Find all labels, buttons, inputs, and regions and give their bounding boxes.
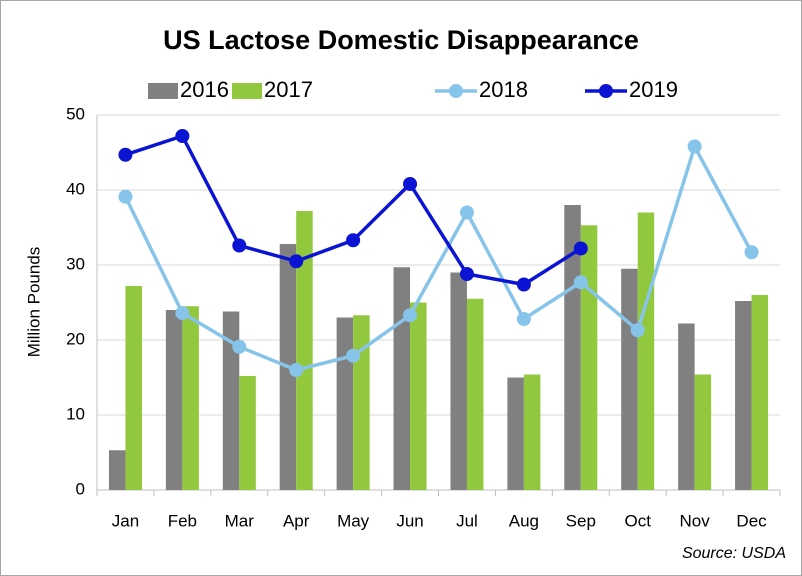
bar	[564, 205, 581, 490]
legend-label: 2018	[479, 77, 528, 102]
x-tick-label: Mar	[225, 511, 255, 530]
y-tick-label: 10	[66, 404, 85, 423]
marker	[516, 277, 531, 292]
x-tick-label: Jun	[396, 511, 423, 530]
legend-label: 2016	[180, 77, 229, 102]
bar	[735, 301, 752, 490]
marker	[630, 323, 645, 338]
bar	[182, 306, 199, 490]
legend-label: 2019	[629, 77, 678, 102]
marker	[687, 139, 702, 154]
bar	[523, 374, 541, 490]
bar	[296, 211, 313, 490]
x-tick-label: Oct	[624, 511, 651, 530]
marker	[346, 348, 361, 363]
marker	[175, 129, 190, 143]
source: Source: USDA	[682, 545, 786, 562]
bar	[222, 311, 240, 490]
marker	[403, 308, 418, 323]
legend-swatch	[232, 83, 262, 99]
marker	[744, 245, 759, 260]
y-tick-label: 40	[66, 179, 85, 198]
x-tick-label: Nov	[680, 511, 711, 530]
x-tick-label: Jan	[112, 511, 139, 530]
x-tick-label: Feb	[168, 511, 197, 530]
bar	[637, 212, 655, 490]
x-tick-label: Jul	[456, 511, 478, 530]
marker	[289, 254, 304, 269]
marker	[118, 147, 133, 162]
bar	[466, 298, 484, 490]
y-axis-label: Million Pounds	[24, 247, 43, 358]
bar	[393, 267, 411, 490]
marker	[232, 238, 247, 253]
y-tick-label: 50	[66, 104, 85, 123]
y-tick-label: 0	[76, 479, 85, 498]
bar	[125, 286, 142, 490]
marker	[573, 275, 588, 290]
bar	[450, 272, 467, 490]
x-tick-label: May	[337, 511, 370, 530]
marker	[516, 312, 531, 326]
marker	[573, 241, 588, 256]
bar	[410, 302, 427, 490]
bar	[694, 374, 712, 490]
x-tick-label: Aug	[509, 511, 539, 530]
legend-swatch	[148, 83, 178, 99]
bar	[751, 295, 769, 490]
bar	[353, 315, 370, 490]
legend-marker	[449, 84, 463, 98]
bar	[621, 268, 638, 490]
y-tick-label: 30	[66, 254, 85, 273]
bar	[678, 323, 695, 490]
legend-marker	[599, 84, 613, 98]
marker	[459, 205, 474, 220]
marker	[232, 339, 247, 354]
bar	[165, 310, 183, 490]
bar	[336, 317, 354, 490]
chart-title: US Lactose Domestic Disappearance	[163, 25, 639, 55]
x-tick-label: Sep	[566, 511, 596, 530]
marker	[289, 363, 304, 377]
bar	[239, 376, 256, 490]
marker	[403, 177, 418, 191]
x-tick-label: Apr	[283, 511, 310, 530]
x-tick-label: Dec	[736, 511, 767, 530]
bar	[580, 225, 598, 490]
legend-label: 2017	[264, 77, 313, 102]
marker	[118, 189, 133, 204]
bar	[108, 450, 126, 490]
marker	[346, 233, 361, 248]
y-tick-label: 20	[66, 329, 85, 348]
line	[123, 144, 754, 372]
marker	[175, 306, 190, 320]
marker	[459, 267, 474, 281]
bar	[507, 377, 524, 490]
